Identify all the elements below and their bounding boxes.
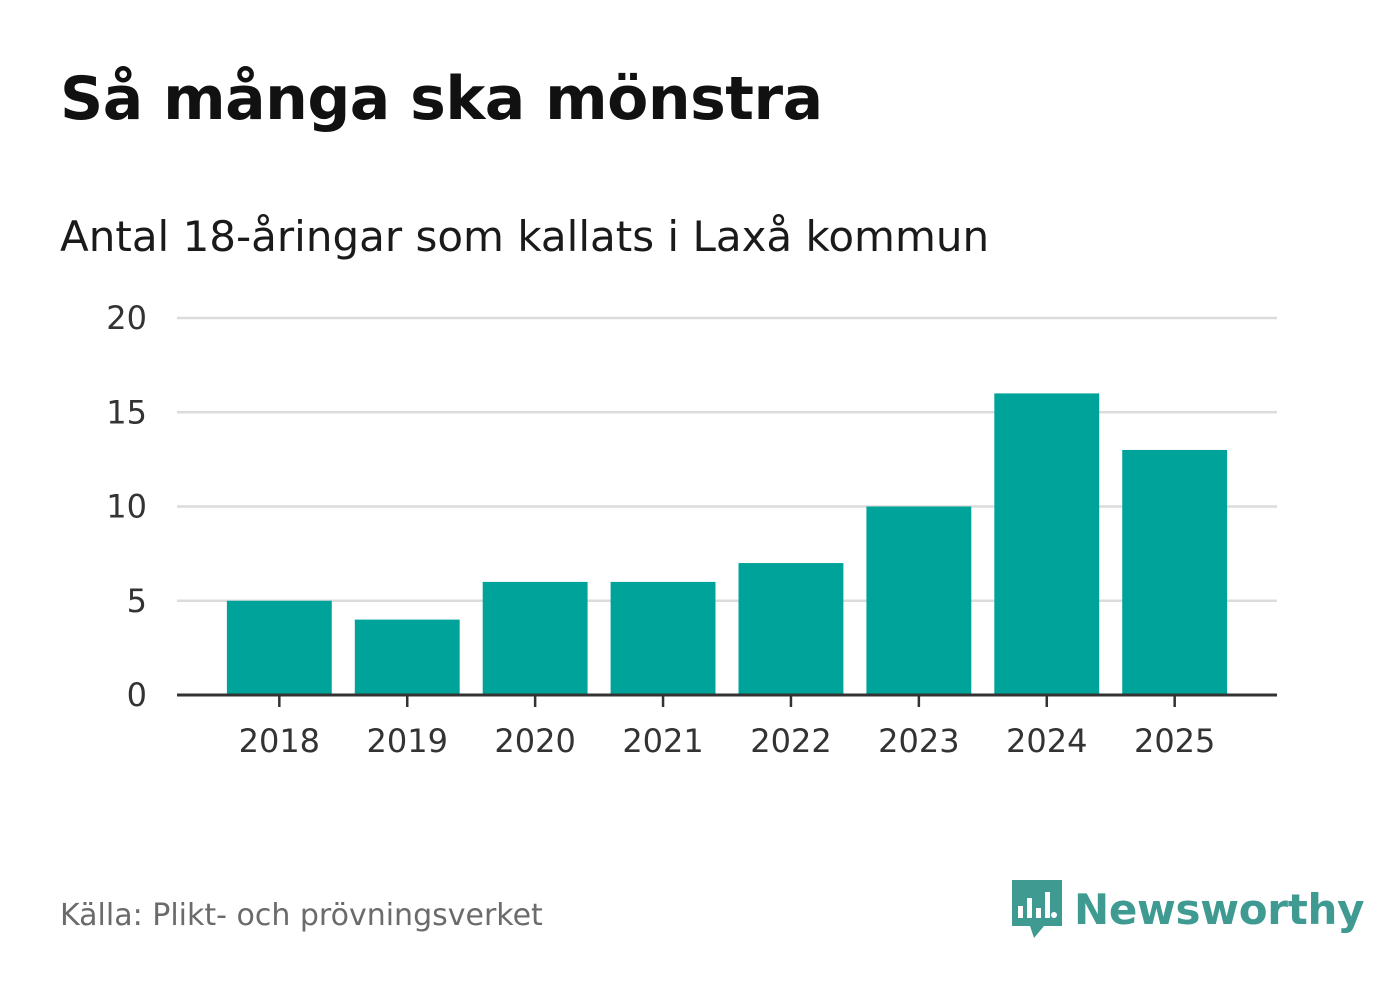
axis-layer bbox=[177, 693, 1277, 707]
y-tick-label: 10 bbox=[106, 488, 147, 526]
bar-2019 bbox=[354, 619, 460, 695]
bar-2022 bbox=[738, 563, 844, 695]
y-tick-label: 20 bbox=[106, 299, 147, 337]
label-layer: 0 5 10 15 20 2018 2019 2020 2021 2022 2023 2024 2025 bbox=[106, 299, 1215, 760]
y-tick-label: 15 bbox=[106, 393, 147, 431]
grid-layer bbox=[177, 316, 1277, 602]
x-tick-label: 2025 bbox=[1134, 722, 1215, 760]
bar-2024 bbox=[994, 393, 1100, 695]
x-tick-label: 2022 bbox=[750, 722, 831, 760]
brand-logo: Newsworthy bbox=[1010, 878, 1364, 940]
x-tick-label: 2024 bbox=[1006, 722, 1087, 760]
x-tick-label: 2019 bbox=[367, 722, 448, 760]
brand-name: Newsworthy bbox=[1074, 884, 1365, 934]
bar-2023 bbox=[866, 506, 972, 695]
newsworthy-icon bbox=[1012, 880, 1062, 938]
bar-2020 bbox=[482, 581, 588, 695]
x-tick-label: 2023 bbox=[878, 722, 959, 760]
y-tick-label: 0 bbox=[127, 676, 147, 714]
bar-2021 bbox=[610, 581, 716, 695]
chart-title: Så många ska mönstra bbox=[60, 64, 823, 134]
bar-2018 bbox=[226, 600, 332, 695]
bar-layer bbox=[226, 393, 1228, 695]
x-tick-label: 2021 bbox=[622, 722, 703, 760]
bar-2025 bbox=[1122, 449, 1228, 695]
x-tick-label: 2018 bbox=[239, 722, 320, 760]
chart-subtitle: Antal 18-åringar som kallats i Laxå komm… bbox=[60, 212, 990, 261]
y-tick-label: 5 bbox=[127, 582, 147, 620]
source-note: Källa: Plikt- och prövningsverket bbox=[60, 898, 543, 933]
x-tick-label: 2020 bbox=[494, 722, 575, 760]
